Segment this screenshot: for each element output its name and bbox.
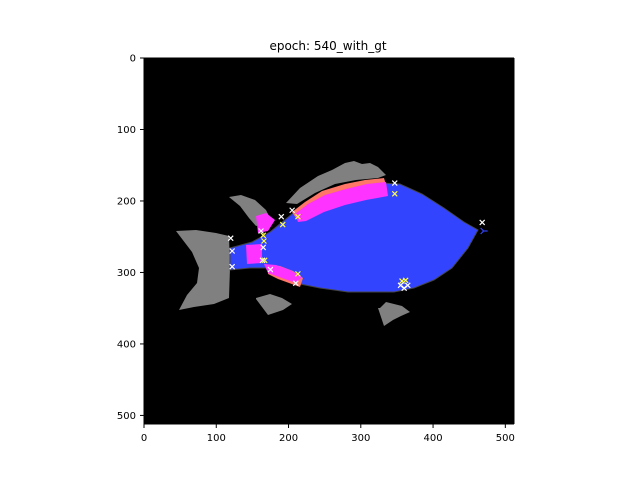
keypoint-white-marker bbox=[479, 219, 486, 226]
keypoint-white-marker bbox=[289, 207, 296, 214]
dorsal-band-magenta bbox=[295, 182, 388, 222]
keypoint-white-marker bbox=[292, 280, 299, 287]
keypoint-white-marker bbox=[278, 213, 285, 220]
y-tick-label: 400 bbox=[117, 339, 136, 350]
keypoint-yellow-marker bbox=[295, 213, 301, 220]
x-tick-label: 0 bbox=[141, 433, 147, 444]
keypoint-white-marker bbox=[229, 248, 236, 254]
y-tick-label: 200 bbox=[117, 196, 136, 207]
keypoint-yellow-marker bbox=[261, 257, 268, 264]
head-patch-magenta bbox=[256, 213, 275, 233]
tail-fin-gray bbox=[176, 230, 230, 310]
keypoint-white-marker bbox=[258, 228, 264, 234]
y-tick-label: 500 bbox=[117, 411, 136, 422]
keypoint-yellow-marker bbox=[391, 190, 398, 197]
y-tick-label: 300 bbox=[117, 268, 136, 279]
keypoint-white-marker bbox=[391, 180, 398, 187]
keypoint-white-marker bbox=[260, 244, 267, 251]
tail-patch-magenta bbox=[246, 244, 262, 264]
chart-title: epoch: 540_with_gt bbox=[269, 39, 386, 53]
dorsal-fin-gray bbox=[286, 161, 386, 204]
anal-fin-gray bbox=[378, 302, 410, 326]
y-tick-label: 100 bbox=[117, 125, 136, 136]
plot-area bbox=[144, 58, 514, 424]
keypoint-yellow-marker bbox=[279, 221, 286, 228]
keypoint-yellow-marker bbox=[402, 277, 409, 284]
x-tick-label: 500 bbox=[496, 433, 515, 444]
keypoint-yellow-marker bbox=[261, 238, 267, 244]
y-axis: 0 100 200 300 400 500 bbox=[117, 54, 144, 422]
keypoint-white-marker bbox=[229, 263, 236, 270]
lower-pelvic-fin-gray bbox=[256, 294, 292, 315]
fish-segmentation bbox=[176, 161, 479, 326]
keypoint-white-marker bbox=[267, 266, 274, 273]
y-tick-label: 0 bbox=[130, 54, 136, 65]
keypoint-yellow-marker bbox=[295, 270, 301, 277]
axes-frame bbox=[143, 57, 515, 425]
x-tick-label: 400 bbox=[424, 433, 443, 444]
keypoint-white-marker bbox=[404, 282, 411, 289]
keypoint-white-marker bbox=[259, 257, 266, 264]
x-tick-label: 200 bbox=[279, 433, 298, 444]
keypoint-yellow-marker bbox=[260, 232, 267, 239]
keypoint-markers bbox=[227, 180, 488, 292]
ventral-band-magenta bbox=[264, 264, 302, 283]
x-tick-label: 100 bbox=[207, 433, 226, 444]
keypoint-blue-marker bbox=[480, 227, 488, 235]
keypoint-white-marker bbox=[227, 235, 234, 242]
x-tick-label: 300 bbox=[351, 433, 370, 444]
x-axis: 0 100 200 300 400 500 bbox=[141, 424, 515, 444]
